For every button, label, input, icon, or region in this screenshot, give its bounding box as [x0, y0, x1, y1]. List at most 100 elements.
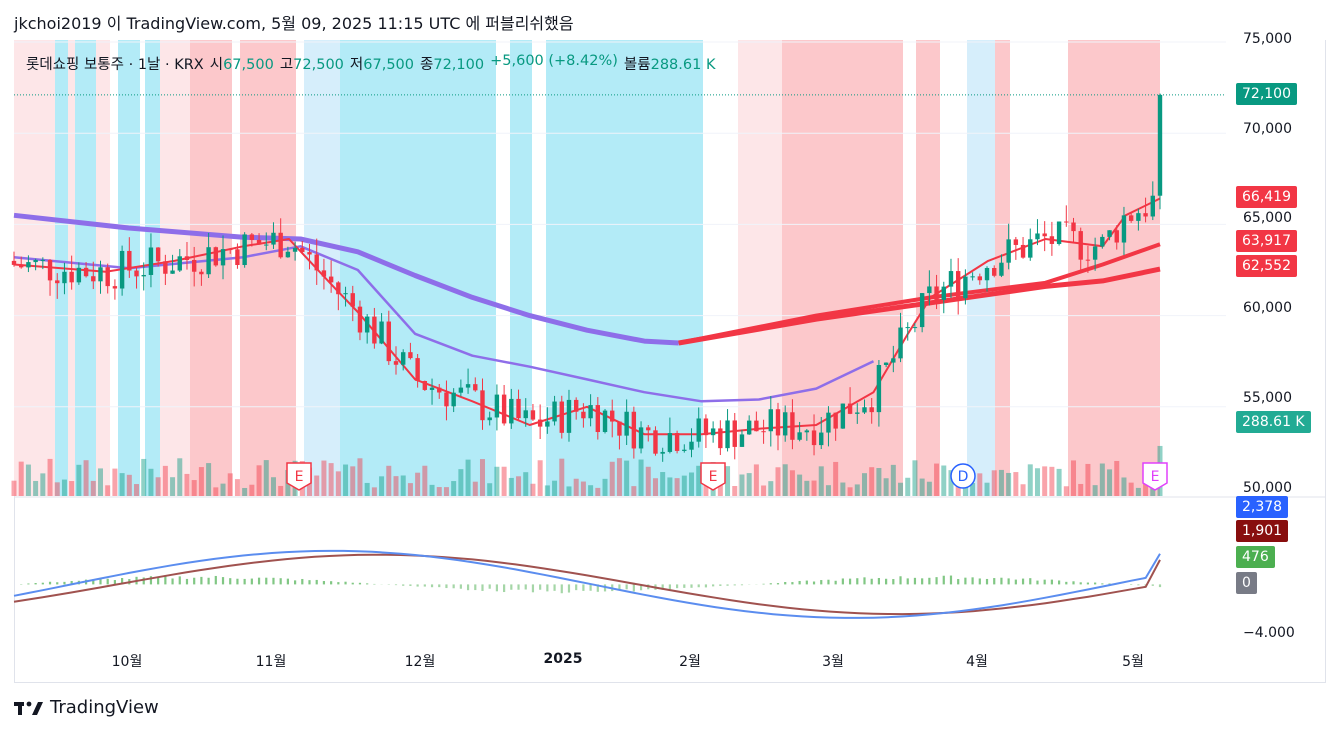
volume-bar — [876, 468, 882, 496]
event-marker[interactable]: E — [286, 462, 312, 491]
candle-body — [826, 412, 831, 433]
volume-bar — [869, 467, 875, 496]
candle-body — [840, 403, 846, 429]
candle-body — [26, 262, 31, 268]
volume-bar — [753, 464, 759, 496]
candle-body — [1114, 230, 1119, 243]
volume-bar — [703, 480, 709, 496]
price-tick: 60,000 — [1243, 300, 1292, 316]
candle-body — [357, 306, 363, 333]
volume-bar — [479, 459, 485, 496]
volume-bar — [465, 459, 471, 496]
candle-body — [141, 274, 146, 277]
tradingview-logo[interactable]: TradingView — [14, 697, 159, 718]
legend-symbol[interactable]: 롯데쇼핑 보통주 · 1날 · KRX — [26, 57, 204, 73]
candle-body — [76, 267, 82, 283]
candle-body — [199, 271, 204, 275]
candle-body — [1078, 231, 1083, 260]
volume-bar — [941, 465, 947, 496]
candle-body — [256, 239, 262, 245]
candle-body — [537, 419, 543, 427]
volume-bar — [631, 486, 637, 496]
dividend-marker-shape — [950, 463, 976, 489]
volume-bar — [977, 473, 983, 496]
volume-bar — [732, 485, 738, 496]
volume-bar — [746, 473, 752, 496]
candle-body — [300, 247, 305, 253]
volume-bar — [1085, 463, 1091, 496]
volume-bar — [1063, 486, 1069, 496]
volume-bar — [667, 477, 673, 496]
volume-bar — [379, 476, 385, 496]
time-label: 5월 — [1122, 654, 1144, 670]
publish-line: jkchoi2019 이 TradingView.com, 5월 09, 202… — [14, 14, 574, 33]
candles — [11, 93, 1163, 462]
candle-body — [919, 293, 925, 328]
volume-bar — [270, 477, 276, 496]
candle-body — [62, 271, 67, 284]
zero-badge: 0 — [1236, 572, 1257, 594]
volume-bar — [544, 485, 550, 496]
candle-body — [480, 390, 485, 421]
volume-bar — [552, 480, 558, 496]
candle-body — [912, 327, 918, 329]
volume-bar — [624, 460, 630, 496]
tradingview-brand: TradingView — [50, 697, 159, 718]
candle-body — [955, 271, 961, 299]
candle-body — [992, 267, 997, 276]
candle-body — [725, 420, 730, 449]
candle-body — [797, 432, 802, 440]
candle-body — [674, 433, 680, 451]
candle-body — [386, 321, 391, 362]
event-marker[interactable]: D — [950, 463, 976, 489]
earnings-marker-shape — [700, 462, 726, 491]
candle-body — [833, 412, 838, 429]
candle-body — [610, 410, 615, 422]
legend-close-label: 종 — [420, 57, 434, 73]
candle-body — [364, 316, 370, 333]
regime-band — [96, 40, 110, 496]
legend-high: 72,500 — [293, 57, 344, 73]
volume-bar — [343, 464, 349, 496]
candle-body — [83, 267, 89, 277]
time-label: 11월 — [255, 654, 287, 670]
volume-bar — [919, 478, 925, 496]
time-label-year: 2025 — [543, 651, 583, 667]
candle-body — [948, 271, 954, 287]
volume-bar — [1099, 463, 1105, 496]
volume-bar — [170, 477, 176, 496]
volume-bar — [1027, 464, 1033, 496]
volume-bar — [1056, 468, 1062, 496]
candle-body — [170, 270, 175, 274]
event-marker[interactable]: E — [1142, 462, 1168, 491]
time-label: 4월 — [966, 654, 988, 670]
volume-bar — [934, 463, 940, 496]
candle-body — [314, 254, 319, 271]
volume-bar — [825, 485, 831, 496]
candle-body — [1006, 239, 1011, 263]
legend-open: 67,500 — [223, 57, 274, 73]
candle-body — [566, 399, 572, 433]
volume-bar — [573, 478, 579, 496]
earnings-marker-shape — [1142, 462, 1168, 491]
candle-body — [228, 249, 233, 251]
volume-bar — [1006, 472, 1012, 496]
candle-body — [617, 421, 622, 436]
regime-band — [967, 40, 995, 496]
candle-body — [746, 420, 752, 435]
candle-body — [429, 387, 435, 390]
candle-body — [415, 358, 420, 382]
volume-bar — [33, 480, 39, 496]
candle-body — [264, 244, 269, 246]
candle-body — [163, 261, 168, 274]
volume-bar — [61, 479, 67, 496]
candle-body — [891, 358, 896, 363]
volume-bar — [602, 478, 608, 496]
event-marker[interactable]: E — [700, 462, 726, 491]
volume-bar — [436, 487, 442, 496]
candle-body — [1035, 233, 1040, 240]
volume-bar — [1071, 460, 1077, 496]
volume-bar — [948, 470, 954, 496]
candle-body — [307, 252, 312, 255]
